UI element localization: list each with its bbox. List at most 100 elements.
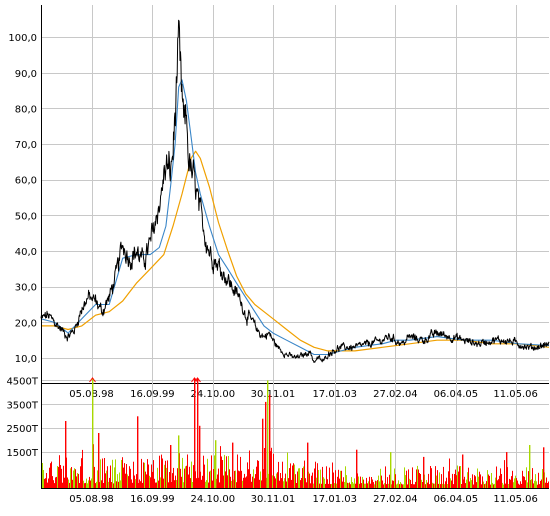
volume-bar xyxy=(416,469,417,488)
volume-bar xyxy=(105,473,106,488)
volume-bar xyxy=(54,483,55,488)
volume-bar xyxy=(167,460,168,488)
volume-bar xyxy=(168,482,169,488)
volume-bar xyxy=(81,458,82,488)
volume-bar xyxy=(124,463,125,488)
volume-x-tick-6: 06.04.05 xyxy=(434,494,479,505)
volume-bar xyxy=(121,460,122,488)
volume-x-tick-2: 24.10.00 xyxy=(191,494,236,505)
volume-bar xyxy=(536,481,537,488)
overflow-arrow-0 xyxy=(89,377,96,383)
volume-bar xyxy=(250,473,251,488)
volume-bar xyxy=(238,470,239,488)
volume-bar xyxy=(499,475,500,488)
volume-spike-bar xyxy=(543,447,545,488)
volume-bar xyxy=(515,475,516,488)
volume-bar xyxy=(530,480,531,488)
volume-bar xyxy=(329,467,330,488)
volume-bar xyxy=(50,463,51,488)
volume-bar xyxy=(205,481,206,488)
volume-bar xyxy=(332,462,333,488)
volume-bar xyxy=(73,470,74,488)
volume-bar xyxy=(537,484,538,488)
volume-bar xyxy=(427,482,428,488)
volume-bar xyxy=(392,480,393,488)
volume-bar xyxy=(284,478,285,488)
volume-bar xyxy=(243,477,244,488)
volume-bar xyxy=(421,479,422,488)
volume-bar xyxy=(220,446,221,488)
volume-bar xyxy=(91,478,92,488)
volume-bar xyxy=(166,467,167,488)
volume-bar xyxy=(241,470,242,488)
volume-bar xyxy=(275,478,276,488)
volume-bar xyxy=(389,474,390,488)
volume-bar xyxy=(100,459,101,488)
volume-bar xyxy=(426,480,427,488)
volume-spike-bar xyxy=(194,378,196,488)
volume-bar xyxy=(363,479,364,488)
volume-bar xyxy=(289,468,290,488)
volume-bar xyxy=(246,476,247,488)
volume-bar xyxy=(362,476,363,488)
volume-bar xyxy=(391,484,392,488)
volume-bar xyxy=(191,461,192,488)
volume-bar xyxy=(374,484,375,488)
volume-bar xyxy=(282,461,283,488)
volume-bar xyxy=(531,479,532,488)
volume-bar xyxy=(400,482,401,488)
volume-bar xyxy=(227,475,228,488)
volume-bar xyxy=(404,467,405,488)
volume-bar xyxy=(467,472,468,488)
volume-bar xyxy=(244,473,245,488)
volume-bar xyxy=(263,469,264,488)
volume-bar xyxy=(52,476,53,488)
volume-bar xyxy=(83,480,84,488)
volume-bar xyxy=(264,448,265,488)
volume-bar xyxy=(158,480,159,488)
volume-bar xyxy=(544,472,545,488)
volume-bar xyxy=(144,462,145,488)
volume-bar xyxy=(388,483,389,488)
volume-bar xyxy=(254,478,255,488)
volume-bar xyxy=(226,456,227,488)
volume-bar xyxy=(443,466,444,488)
volume-bar xyxy=(277,472,278,488)
volume-bar xyxy=(541,479,542,488)
volume-bar xyxy=(165,460,166,488)
volume-bar xyxy=(151,464,152,488)
volume-bar xyxy=(218,468,219,488)
volume-bar xyxy=(268,473,269,488)
volume-bar xyxy=(466,479,467,488)
volume-bar xyxy=(342,481,343,488)
volume-bar xyxy=(314,468,315,488)
volume-bar xyxy=(478,476,479,488)
volume-bar xyxy=(261,480,262,488)
volume-bar xyxy=(108,481,109,488)
volume-bar xyxy=(93,444,94,488)
volume-bar xyxy=(361,483,362,488)
volume-bar xyxy=(252,476,253,488)
volume-bar xyxy=(206,480,207,488)
volume-bar xyxy=(548,481,549,488)
volume-spike-bar xyxy=(462,454,464,488)
volume-spike-bar xyxy=(199,425,201,488)
volume-bar xyxy=(249,450,250,488)
price-y-tick-2: 30,0 xyxy=(15,283,37,294)
volume-bar xyxy=(60,465,61,488)
volume-bar xyxy=(437,470,438,488)
volume-bar xyxy=(150,477,151,488)
price-y-tick-8: 90,0 xyxy=(15,69,37,80)
volume-bar xyxy=(522,470,523,488)
volume-bar xyxy=(179,453,180,488)
volume-bar xyxy=(399,484,400,488)
volume-panel: 1500T 2500T 3500T 4500T 05.08.98 16.09.99 24.… xyxy=(6,376,549,505)
volume-bar xyxy=(482,476,483,488)
volume-x-tick-7: 11.05.06 xyxy=(493,494,538,505)
volume-spike-bar xyxy=(215,440,217,488)
volume-bar xyxy=(221,456,222,488)
volume-bar xyxy=(303,466,304,488)
volume-bar xyxy=(320,469,321,488)
volume-bar xyxy=(486,481,487,488)
overflow-arrow-2 xyxy=(194,377,201,383)
